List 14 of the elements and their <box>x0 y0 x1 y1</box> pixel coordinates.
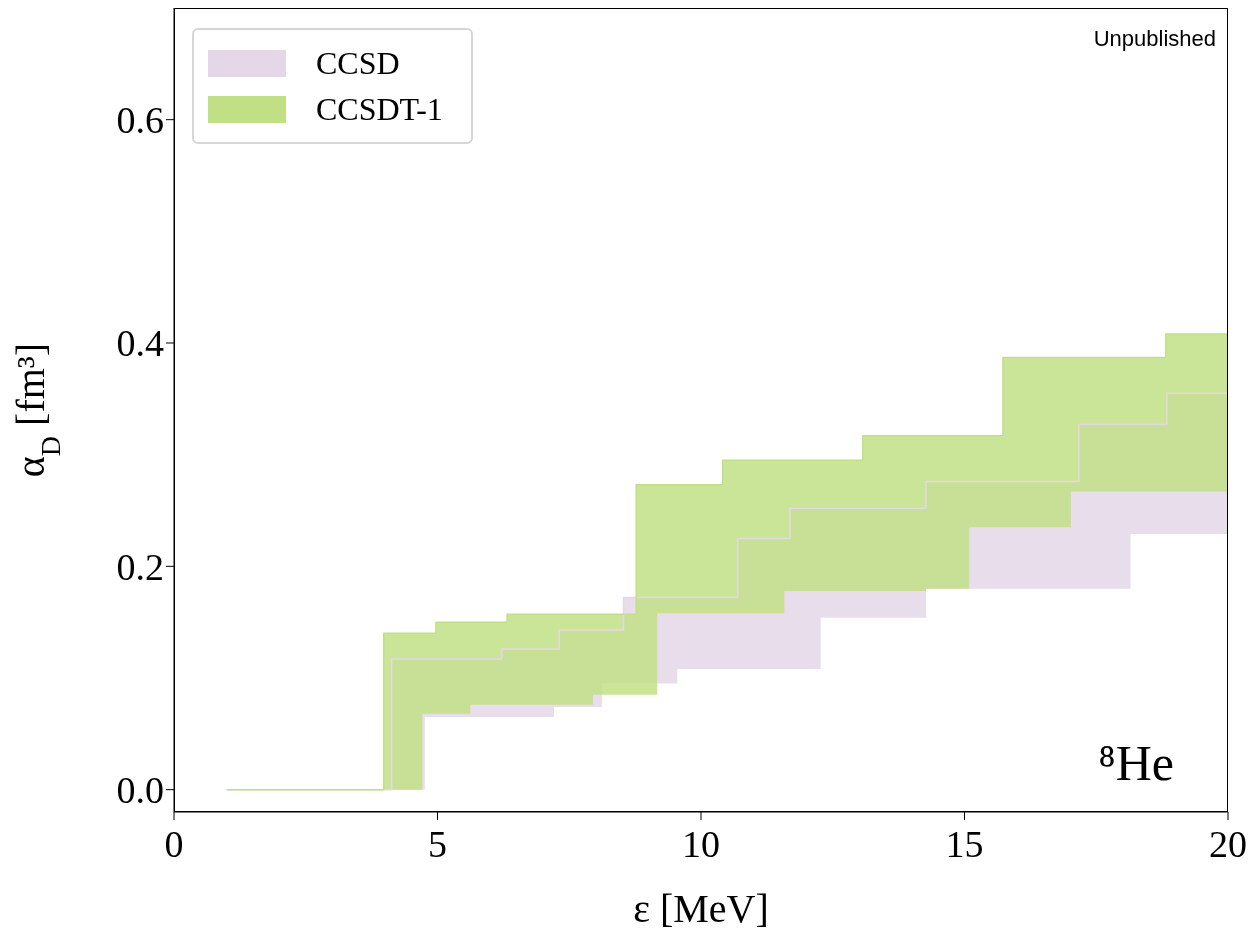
x-tick-label: 0 <box>164 822 184 865</box>
annotation: ⁸He <box>1098 734 1174 792</box>
x-tick-label: 5 <box>428 822 447 865</box>
y-tick-label: 0.2 <box>116 545 164 588</box>
annotation: Unpublished <box>1093 26 1216 52</box>
x-tick-label: 15 <box>945 822 984 865</box>
x-tick-label: 20 <box>1209 822 1247 865</box>
y-tick-label: 0.6 <box>116 99 164 142</box>
y-tick-label: 0.0 <box>116 769 164 812</box>
y-tick-label: 0.4 <box>116 322 164 365</box>
legend-label: CCSDT-1 <box>316 90 443 128</box>
x-axis-title: ε [MeV] <box>633 886 769 931</box>
legend-label: CCSD <box>316 44 400 82</box>
x-tick-label: 10 <box>682 822 720 865</box>
